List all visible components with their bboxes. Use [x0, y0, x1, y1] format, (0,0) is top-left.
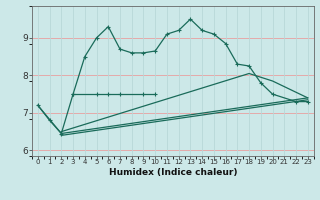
X-axis label: Humidex (Indice chaleur): Humidex (Indice chaleur) — [108, 168, 237, 177]
